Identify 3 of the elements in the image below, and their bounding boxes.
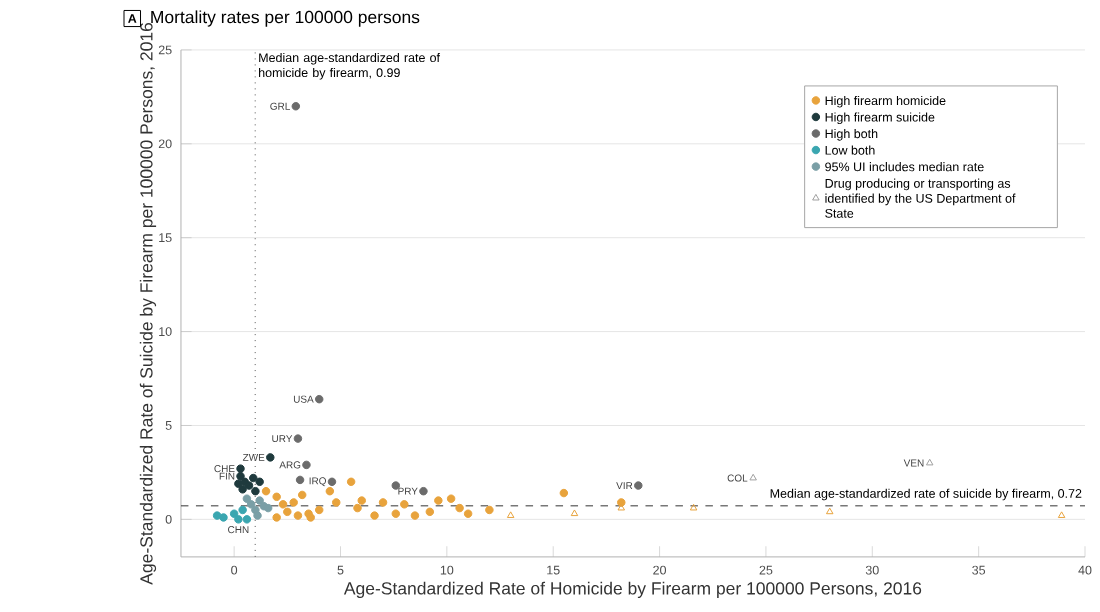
y-axis-title: Age-Standardized Rate of Suicide by Firearm per 100000 Persons, 2016: [139, 23, 157, 585]
chart-title: Mortality rates per 100000 persons: [151, 10, 420, 27]
x-axis-title: Age-Standardized Rate of Homicide by Firearm per 100000 Persons, 2016: [343, 581, 922, 599]
